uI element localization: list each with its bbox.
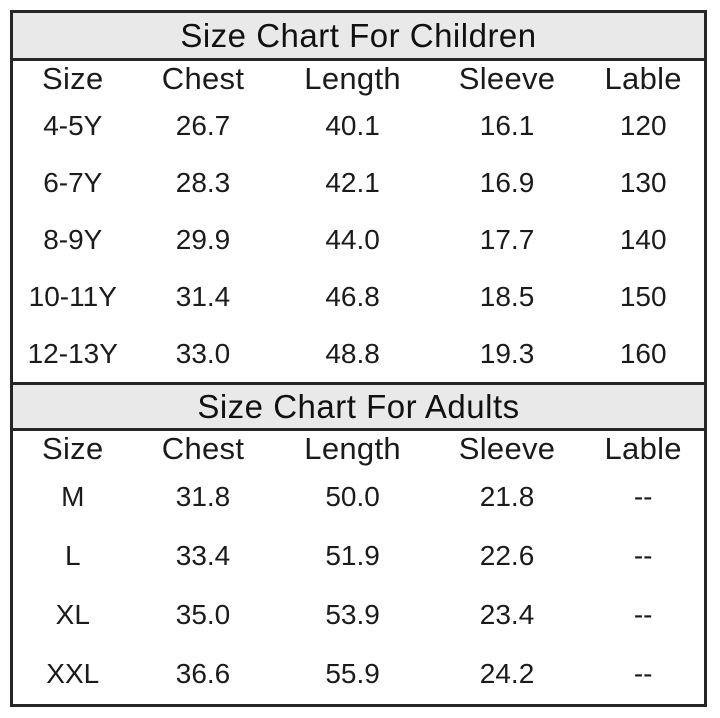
cell-lable: 150 xyxy=(619,280,667,312)
cell-chest: 28.3 xyxy=(175,166,231,198)
cell-sleeve: 22.6 xyxy=(479,539,535,571)
cell-sleeve: 18.5 xyxy=(479,280,535,312)
cell-chest: 31.8 xyxy=(175,480,231,512)
cell-length: 44.0 xyxy=(325,223,380,255)
table-row: L 33.4 51.9 22.6 -- xyxy=(13,526,704,585)
cell-length: 50.0 xyxy=(325,480,380,512)
children-header-row: Size Chest Length Sleeve Lable xyxy=(13,61,704,97)
cell-chest: 26.7 xyxy=(175,109,231,141)
col-header-lable: Lable xyxy=(604,61,682,96)
cell-sleeve: 19.3 xyxy=(479,337,535,369)
col-header-sleeve: Sleeve xyxy=(458,61,556,96)
col-header-size: Size xyxy=(42,61,104,96)
col-header-length: Length xyxy=(304,431,401,466)
row-label: M xyxy=(61,480,85,512)
row-label: 8-9Y xyxy=(43,223,103,255)
row-label: XXL xyxy=(46,658,100,690)
cell-length: 55.9 xyxy=(325,658,380,690)
adults-header-row: Size Chest Length Sleeve Lable xyxy=(13,431,704,467)
adults-chart-title: Size Chart For Adults xyxy=(13,382,704,431)
cell-length: 40.1 xyxy=(325,109,380,141)
row-label: 6-7Y xyxy=(43,166,103,198)
table-row: 6-7Y 28.3 42.1 16.9 130 xyxy=(13,154,704,211)
table-row: 8-9Y 29.9 44.0 17.7 140 xyxy=(13,211,704,268)
cell-sleeve: 16.9 xyxy=(479,166,535,198)
cell-sleeve: 24.2 xyxy=(479,658,535,690)
cell-lable: -- xyxy=(633,599,653,631)
col-header-chest: Chest xyxy=(161,61,245,96)
children-chart-title: Size Chart For Children xyxy=(13,13,704,61)
adults-size-table: Size Chest Length Sleeve Lable M 31.8 50… xyxy=(13,431,704,704)
col-header-chest: Chest xyxy=(161,431,245,466)
children-size-chart-section: Size Chart For Children Size Chest Lengt… xyxy=(13,13,704,382)
row-label: 10-11Y xyxy=(28,280,117,312)
cell-sleeve: 16.1 xyxy=(479,109,535,141)
cell-sleeve: 23.4 xyxy=(479,599,535,631)
table-row: 4-5Y 26.7 40.1 16.1 120 xyxy=(13,97,704,154)
row-label: 4-5Y xyxy=(43,109,103,141)
table-row: M 31.8 50.0 21.8 -- xyxy=(13,467,704,526)
col-header-lable: Lable xyxy=(604,431,682,466)
size-chart: Size Chart For Children Size Chest Lengt… xyxy=(10,10,707,707)
table-row: 12-13Y 33.0 48.8 19.3 160 xyxy=(13,325,704,382)
cell-length: 51.9 xyxy=(325,539,380,571)
row-label: 12-13Y xyxy=(27,337,118,369)
cell-length: 46.8 xyxy=(325,280,380,312)
cell-chest: 33.0 xyxy=(175,337,231,369)
cell-lable: -- xyxy=(633,480,653,512)
cell-lable: 130 xyxy=(619,166,667,198)
cell-lable: 120 xyxy=(619,109,667,141)
cell-chest: 31.4 xyxy=(175,280,231,312)
adults-size-chart-section: Size Chart For Adults Size Chest Length … xyxy=(13,382,704,704)
cell-lable: 140 xyxy=(619,223,667,255)
col-header-size: Size xyxy=(42,431,104,466)
children-size-table: Size Chest Length Sleeve Lable 4-5Y 26.7… xyxy=(13,61,704,382)
row-label: L xyxy=(64,539,81,571)
cell-length: 48.8 xyxy=(325,337,380,369)
col-header-sleeve: Sleeve xyxy=(458,431,556,466)
cell-chest: 29.9 xyxy=(175,223,231,255)
cell-length: 42.1 xyxy=(325,166,380,198)
cell-chest: 35.0 xyxy=(175,599,231,631)
cell-lable: 160 xyxy=(619,337,667,369)
col-header-length: Length xyxy=(304,61,401,96)
cell-lable: -- xyxy=(633,658,653,690)
row-label: XL xyxy=(55,599,90,631)
cell-length: 53.9 xyxy=(325,599,380,631)
cell-chest: 36.6 xyxy=(175,658,231,690)
table-row: XXL 36.6 55.9 24.2 -- xyxy=(13,645,704,704)
cell-lable: -- xyxy=(633,539,653,571)
table-row: 10-11Y 31.4 46.8 18.5 150 xyxy=(13,268,704,325)
cell-sleeve: 17.7 xyxy=(479,223,535,255)
table-row: XL 35.0 53.9 23.4 -- xyxy=(13,586,704,645)
cell-sleeve: 21.8 xyxy=(479,480,535,512)
cell-chest: 33.4 xyxy=(175,539,231,571)
